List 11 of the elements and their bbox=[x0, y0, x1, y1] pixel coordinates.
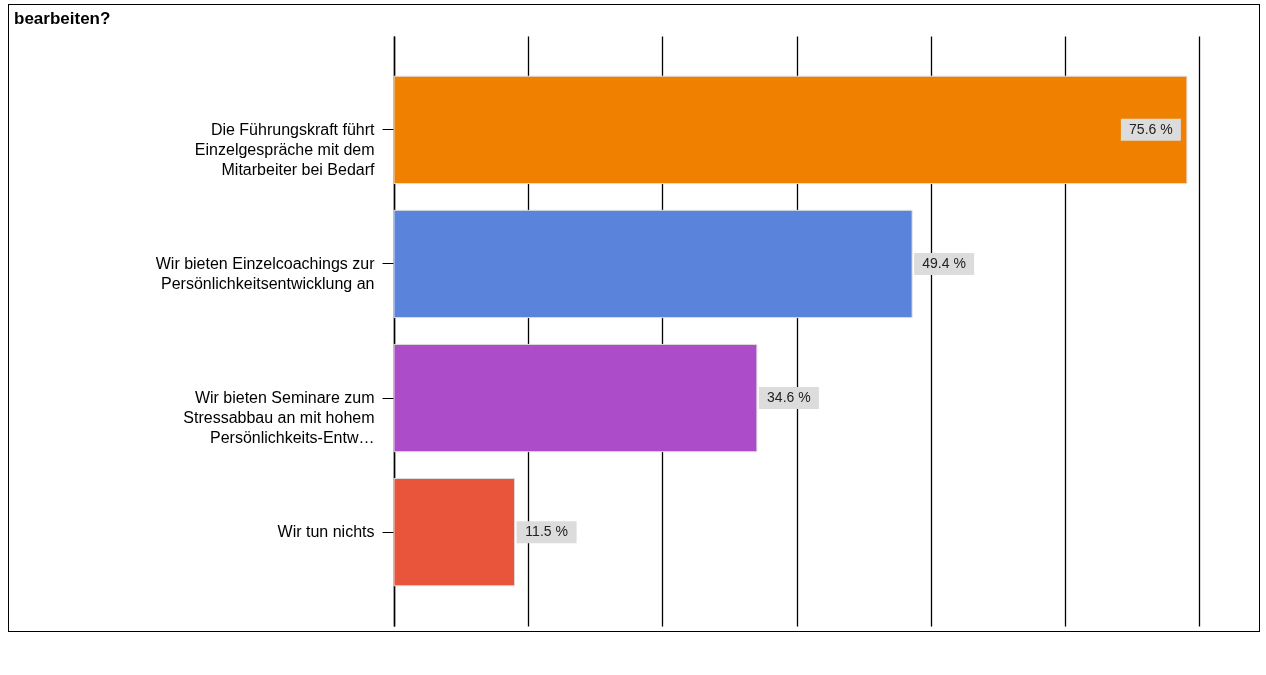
y-tick-label: Die Führungskraft führt Einzelgespräche mit dem Mitarbeiter bei Bedarf bbox=[194, 120, 376, 178]
data-label: 11.5 % bbox=[525, 523, 568, 540]
y-tick-label: Wir bieten Einzelcoachings zur Persönlichkeitsentwicklung an bbox=[155, 254, 376, 292]
data-label: 75.6 % bbox=[1129, 120, 1173, 137]
data-label: 49.4 % bbox=[922, 254, 966, 271]
data-label: 34.6 % bbox=[767, 389, 811, 406]
y-tick-label: Wir bieten Seminare zum Stressabbau an mit hohem Persönlichkeits-Entw… bbox=[183, 389, 375, 447]
text: bearbeiten? bbox=[14, 9, 111, 28]
y-tick-label: Wir tun nichts bbox=[277, 523, 375, 541]
bar bbox=[393, 478, 516, 587]
bar bbox=[393, 75, 1188, 184]
